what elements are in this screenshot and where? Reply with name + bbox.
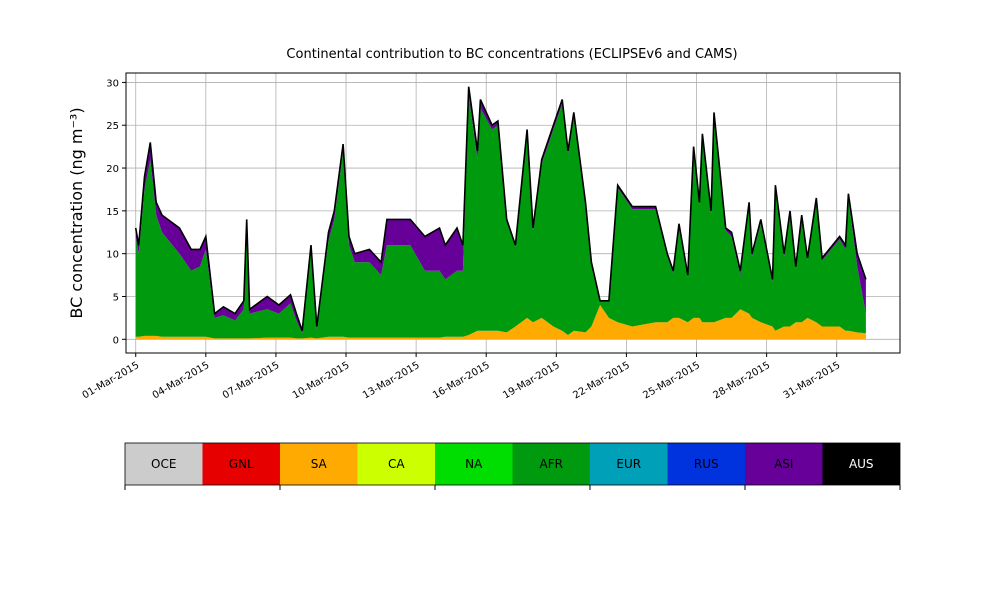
legend-frame [124,442,901,486]
y-tick-label: 25 [106,121,119,132]
x-tick-label: 01-Mar-2015 [81,360,142,401]
legend-swatch [280,443,358,485]
x-tick-label: 25-Mar-2015 [641,360,702,401]
legend-label: EUR [616,457,641,471]
legend-label: SA [311,457,328,471]
x-tick-label: 13-Mar-2015 [361,360,422,401]
legend-label: RUS [694,457,719,471]
legend-swatch [822,443,900,485]
area-sa [135,305,866,340]
legend-swatch [125,443,203,485]
plot-frame [125,72,901,354]
y-axis-label: BC concentration (ng m⁻³) [67,107,86,318]
legend-label: CA [388,457,405,471]
y-tick-label: 15 [106,207,119,218]
y-tick-label: 10 [106,250,119,261]
legend-swatch [435,443,513,485]
legend-swatch [512,443,590,485]
x-tick-label: 28-Mar-2015 [712,360,773,401]
area-afr [135,95,866,339]
x-tick-label: 10-Mar-2015 [291,360,352,401]
y-tick-label: 5 [113,292,119,303]
legend-swatch [745,443,823,485]
legend-label: AUS [849,457,874,471]
legend-label: OCE [151,457,176,471]
x-tick-label: 19-Mar-2015 [501,360,562,401]
y-tick-label: 0 [113,335,119,346]
legend-label: GNL [229,457,254,471]
y-tick-label: 20 [106,164,119,175]
x-tick-label: 07-Mar-2015 [221,360,282,401]
y-tick-label: 30 [106,78,119,89]
legend-swatch [357,443,435,485]
x-tick-label: 04-Mar-2015 [151,360,212,401]
x-tick-label: 31-Mar-2015 [782,360,843,401]
area-aus [134,86,867,331]
legend-label: ASI [774,457,793,471]
legend-label: NA [465,457,483,471]
legend-swatch [667,443,745,485]
legend-swatch [202,443,280,485]
legend-label: AFR [540,457,563,471]
x-tick-label: 16-Mar-2015 [431,360,492,401]
x-tick-label: 22-Mar-2015 [571,360,632,401]
legend-swatch [590,443,668,485]
chart-title: Continental contribution to BC concentra… [286,47,737,62]
